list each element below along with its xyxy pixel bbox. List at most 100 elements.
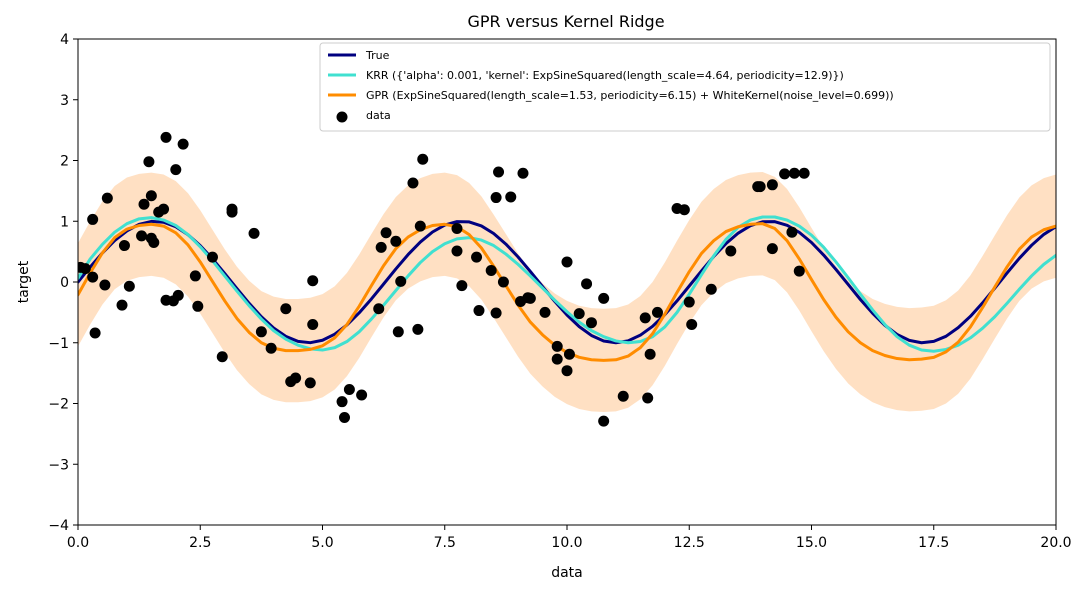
data-point xyxy=(304,377,316,389)
data-point xyxy=(343,384,355,396)
data-point xyxy=(598,292,610,304)
data-point xyxy=(380,227,392,239)
data-point xyxy=(307,319,319,331)
data-point xyxy=(490,307,502,319)
data-point xyxy=(505,191,517,203)
y-axis-label: target xyxy=(16,260,32,303)
data-point xyxy=(148,237,160,249)
legend-box xyxy=(319,42,1051,132)
data-point xyxy=(786,226,798,238)
data-point xyxy=(138,198,150,210)
data-point xyxy=(158,203,170,215)
data-point xyxy=(598,415,610,427)
data-point xyxy=(573,308,585,320)
data-point xyxy=(118,240,130,252)
data-point xyxy=(143,156,155,168)
data-point xyxy=(524,292,536,304)
data-point xyxy=(172,289,184,301)
x-tick-label: 10.0 xyxy=(551,535,582,551)
data-point xyxy=(336,396,348,408)
data-point xyxy=(456,280,468,292)
data-point xyxy=(725,245,737,257)
data-point xyxy=(561,365,573,377)
series-line-1 xyxy=(78,215,1056,353)
legend-label: data xyxy=(366,109,391,122)
x-tick-label: 17.5 xyxy=(918,535,949,551)
legend-label: True xyxy=(365,49,390,62)
y-tick-label: 1 xyxy=(60,214,69,230)
gpr-uncertainty-band-layer xyxy=(78,172,1056,412)
data-point xyxy=(412,323,424,335)
y-tick-label: −2 xyxy=(48,397,69,413)
y-tick-label: 2 xyxy=(60,154,69,170)
data-point xyxy=(414,220,426,232)
y-tick-label: −4 xyxy=(48,518,69,534)
data-point xyxy=(517,167,529,179)
data-point xyxy=(686,319,698,331)
data-point xyxy=(375,241,387,253)
x-axis-label: data xyxy=(551,565,583,581)
x-axis: 0.0 2.5 5.0 7.5 10.0 12.5 15.0 17.5 20.0 xyxy=(67,525,1072,551)
data-point xyxy=(779,168,791,180)
data-point xyxy=(493,166,505,178)
data-point xyxy=(788,167,800,179)
data-point xyxy=(642,392,654,404)
x-tick-label: 7.5 xyxy=(434,535,456,551)
x-tick-label: 2.5 xyxy=(189,535,211,551)
x-tick-label: 20.0 xyxy=(1040,535,1071,551)
data-point xyxy=(177,138,189,150)
y-tick-label: −3 xyxy=(48,457,69,473)
x-tick-label: 15.0 xyxy=(796,535,827,551)
data-point xyxy=(170,164,182,176)
data-point xyxy=(255,326,267,338)
data-point xyxy=(644,348,656,360)
data-point xyxy=(793,265,805,277)
legend-label: GPR (ExpSineSquared(length_scale=1.53, p… xyxy=(366,89,894,102)
data-point xyxy=(561,256,573,268)
data-point xyxy=(766,243,778,255)
data-point xyxy=(407,177,419,189)
data-point xyxy=(248,227,260,239)
y-tick-label: 0 xyxy=(60,275,69,291)
data-point xyxy=(471,251,483,263)
data-point xyxy=(136,230,148,242)
data-point xyxy=(206,251,218,263)
x-tick-label: 0.0 xyxy=(67,535,89,551)
data-point xyxy=(581,278,593,290)
data-point xyxy=(87,213,99,225)
data-point xyxy=(639,312,651,324)
data-point xyxy=(339,411,350,423)
data-point xyxy=(79,263,91,275)
y-tick-label: −1 xyxy=(48,336,69,352)
data-point xyxy=(651,306,663,318)
x-tick-label: 12.5 xyxy=(674,535,705,551)
gpr-uncertainty-band xyxy=(78,172,1056,412)
data-point xyxy=(189,270,201,282)
chart-title: GPR versus Kernel Ridge xyxy=(467,12,664,31)
data-point xyxy=(160,131,172,143)
data-point xyxy=(417,153,429,165)
y-axis: −4 −3 −2 −1 0 1 2 3 4 xyxy=(48,32,78,534)
data-point xyxy=(390,235,402,247)
data-points-layer xyxy=(78,131,810,427)
data-point xyxy=(99,279,111,291)
data-point xyxy=(754,181,766,193)
data-point xyxy=(116,299,128,311)
data-point xyxy=(451,245,463,257)
legend-label: KRR ({'alpha': 0.001, 'kernel': ExpSineS… xyxy=(366,69,844,82)
y-tick-label: 4 xyxy=(60,32,69,48)
data-point xyxy=(473,305,485,317)
data-point xyxy=(485,264,497,276)
data-point xyxy=(683,296,695,308)
data-point xyxy=(87,271,99,283)
data-point xyxy=(226,203,238,215)
data-point xyxy=(216,351,228,363)
y-tick-label: 3 xyxy=(60,93,69,109)
data-point xyxy=(265,342,277,354)
plot-area xyxy=(78,131,1056,427)
data-point xyxy=(307,275,319,287)
data-point xyxy=(192,300,204,312)
data-point xyxy=(539,306,551,318)
data-point xyxy=(617,390,629,402)
